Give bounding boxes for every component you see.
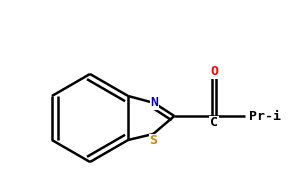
Text: S: S <box>149 134 157 148</box>
Text: Pr-i: Pr-i <box>249 110 281 123</box>
Text: C: C <box>210 117 218 129</box>
Text: N: N <box>150 96 158 110</box>
Text: O: O <box>210 65 218 78</box>
